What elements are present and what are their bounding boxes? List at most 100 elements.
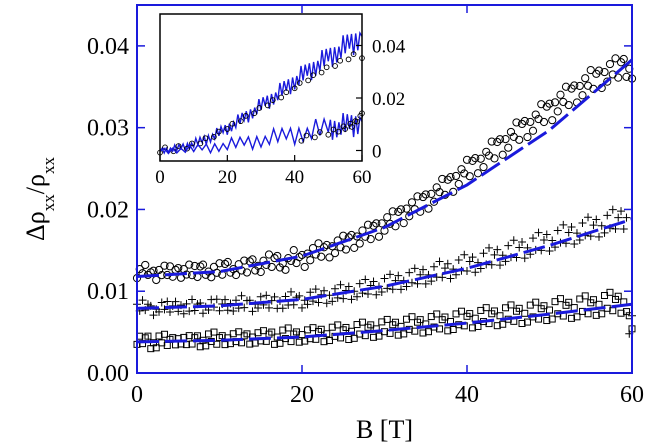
data-point-square [592, 311, 600, 319]
main-x-axis: 0 20 40 60 [131, 5, 644, 408]
data-point-plus [322, 299, 331, 308]
data-point-circle [471, 154, 480, 163]
data-point-circle [539, 117, 549, 127]
data-point-square [328, 323, 336, 331]
data-point-plus [603, 211, 612, 220]
data-point-circle [575, 81, 584, 91]
data-point-square [394, 331, 402, 339]
data-point-square [556, 295, 564, 303]
data-point-plus [179, 309, 188, 318]
x-axis-title: B [T] [356, 415, 413, 444]
inset-data-point-circle [335, 128, 342, 135]
data-point-circle [196, 262, 205, 271]
data-point-plus [311, 285, 320, 294]
data-point-square [606, 288, 614, 296]
data-point-square [540, 302, 548, 310]
inset-data-marks [157, 30, 365, 156]
data-point-square [235, 328, 243, 336]
data-point-circle [523, 132, 532, 142]
inset-data-point-circle [318, 69, 325, 76]
data-point-plus [265, 303, 273, 312]
data-point-plus [545, 247, 554, 256]
data-point-square [317, 325, 325, 333]
inset-x-axis: 0 20 40 60 [155, 155, 372, 188]
data-point-circle [198, 260, 208, 269]
data-point-circle [248, 255, 257, 264]
data-point-plus [597, 221, 606, 230]
data-point-square [507, 301, 515, 309]
data-point-circle [270, 253, 279, 263]
data-point-circle [421, 190, 430, 199]
data-point-circle [581, 74, 590, 83]
x-tick-label: 40 [455, 382, 479, 408]
data-point-plus [407, 278, 416, 287]
data-point-circle [231, 270, 241, 280]
data-point-plus [212, 295, 221, 304]
data-point-square [482, 304, 490, 312]
data-point-square [375, 332, 383, 340]
data-point-circle [363, 220, 373, 229]
inset-data-point-circle [323, 64, 330, 71]
inset-data-point-circle [310, 72, 317, 79]
data-point-plus [388, 285, 397, 294]
data-point-square [320, 338, 328, 346]
data-point-circle [531, 110, 540, 119]
data-point-plus [490, 250, 499, 259]
data-point-square [210, 328, 218, 336]
data-point-square [325, 337, 333, 345]
data-point-circle [399, 219, 408, 228]
data-point-square [444, 327, 452, 335]
data-point-plus [185, 307, 194, 316]
data-point-circle [545, 99, 554, 108]
inset-data-point-circle [298, 137, 305, 144]
data-point-circle [479, 162, 488, 172]
data-point-plus [155, 307, 164, 316]
data-point-plus [138, 296, 147, 305]
data-point-square [367, 321, 375, 329]
data-point-plus [328, 297, 337, 306]
data-point-circle [187, 271, 197, 280]
data-point-circle [267, 262, 276, 272]
data-point-circle [564, 100, 573, 110]
data-point-plus [298, 303, 306, 312]
inset-y-axis: 0 0.02 0.04 [356, 37, 406, 163]
data-point-plus [380, 274, 389, 283]
data-point-circle [407, 198, 417, 207]
data-point-circle [608, 70, 617, 79]
data-point-square [457, 307, 465, 315]
inset-data-point-circle [305, 77, 311, 84]
data-point-plus [256, 292, 265, 301]
data-point-square [523, 318, 531, 326]
data-point-plus [262, 291, 271, 300]
data-point-plus [430, 262, 438, 271]
data-point-plus [443, 259, 452, 268]
data-point-square [449, 325, 457, 333]
data-point-square [543, 317, 551, 325]
data-point-circle [394, 207, 403, 216]
data-point-plus [397, 285, 405, 294]
inset-data-point-circle [197, 140, 204, 147]
inset-data-point-circle [337, 57, 343, 64]
data-point-plus [339, 294, 348, 303]
inset-x-tick-label: 60 [353, 167, 372, 188]
data-point-plus [320, 286, 329, 295]
inset-data-point-circle [269, 97, 276, 103]
inset-data-point-circle [283, 89, 290, 96]
inset-data-point-circle [251, 110, 258, 117]
y-axis-title: Δρxx/ρxx [21, 157, 58, 241]
data-point-circle [449, 187, 458, 196]
inset-x-tick-label: 20 [218, 167, 237, 188]
data-point-plus [622, 213, 631, 222]
data-point-circle [473, 169, 483, 178]
data-point-plus [383, 284, 392, 293]
data-point-plus [331, 284, 339, 293]
data-point-circle [207, 273, 216, 282]
inset-data-point-circle [342, 126, 349, 132]
inset-data-point-circle [312, 134, 318, 141]
data-point-plus [369, 277, 378, 286]
data-point-plus [361, 275, 370, 284]
inset-data-point-circle [237, 118, 244, 124]
data-point-circle [462, 155, 472, 164]
data-point-plus [440, 264, 449, 273]
data-point-plus [171, 297, 180, 306]
